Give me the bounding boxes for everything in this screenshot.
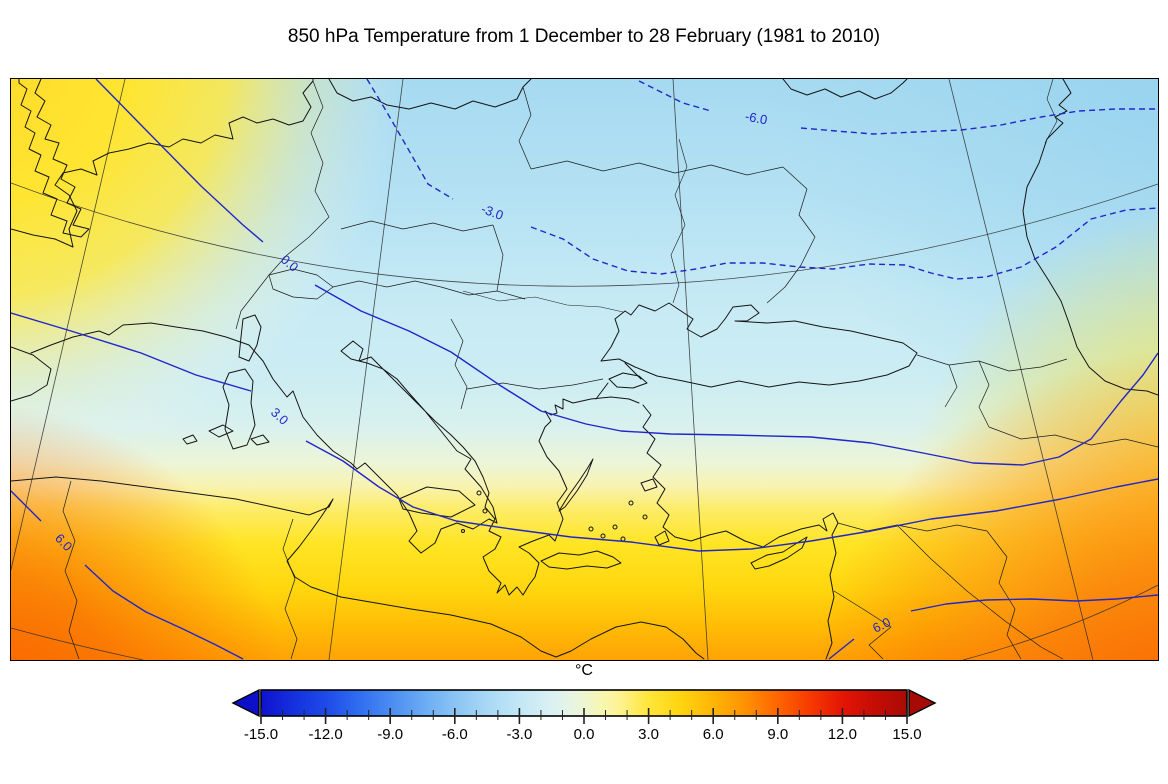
rivers bbox=[462, 79, 1058, 313]
svg-text:6.0: 6.0 bbox=[703, 726, 724, 743]
svg-text:12.0: 12.0 bbox=[828, 726, 857, 743]
svg-text:-6.0: -6.0 bbox=[442, 726, 468, 743]
colorbar-unit-label: °C bbox=[575, 662, 593, 679]
country-borders bbox=[62, 80, 1158, 660]
svg-text:15.0: 15.0 bbox=[892, 726, 921, 743]
colorbar-ticks bbox=[260, 708, 908, 724]
contour-label-plus6-east: 6.0 bbox=[870, 614, 893, 635]
figure-title: 850 hPa Temperature from 1 December to 2… bbox=[287, 26, 881, 47]
colorbar-under-arrow bbox=[231, 688, 260, 718]
colorbar-tick-labels: -15.0 -12.0 -9.0 -6.0 -3.0 0.0 3.0 6.0 9.0 12.0 15… bbox=[244, 726, 922, 743]
svg-text:-15.0: -15.0 bbox=[244, 726, 278, 743]
svg-text:9.0: 9.0 bbox=[767, 726, 788, 743]
svg-text:-9.0: -9.0 bbox=[377, 726, 403, 743]
temperature-field bbox=[11, 79, 1158, 660]
coastlines bbox=[11, 79, 1158, 660]
svg-text:-12.0: -12.0 bbox=[308, 726, 342, 743]
temperature-contours bbox=[11, 79, 1158, 660]
svg-text:3.0: 3.0 bbox=[638, 726, 659, 743]
colorbar: -15.0 -12.0 -9.0 -6.0 -3.0 0.0 3.0 6.0 9.0 12.0 15… bbox=[231, 688, 937, 743]
contour-label-minus6: -6.0 bbox=[744, 108, 769, 127]
colorbar-over-arrow bbox=[908, 688, 937, 718]
contour-label-minus3: -3.0 bbox=[479, 201, 505, 223]
svg-text:-3.0: -3.0 bbox=[506, 726, 532, 743]
map-panel: -6.0 -3.0 0.0 3.0 6.0 6.0 bbox=[10, 78, 1159, 661]
svg-text:0.0: 0.0 bbox=[574, 726, 595, 743]
temperature-map: -6.0 -3.0 0.0 3.0 6.0 6.0 bbox=[11, 79, 1158, 660]
